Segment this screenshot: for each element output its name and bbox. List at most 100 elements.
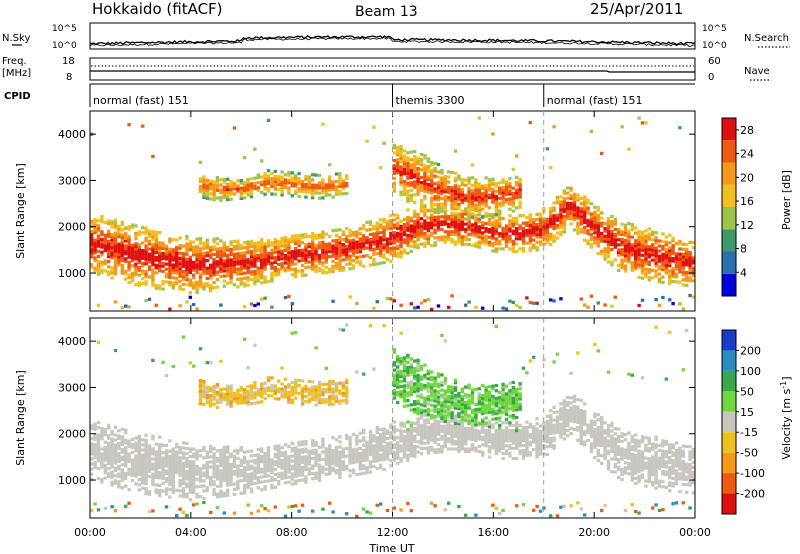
data-cell <box>477 185 481 189</box>
data-cell <box>552 216 556 220</box>
data-cell <box>273 258 277 262</box>
data-cell <box>413 454 417 459</box>
data-cell <box>379 261 383 265</box>
data-cell <box>538 214 543 219</box>
data-cell <box>504 237 509 241</box>
data-cell <box>209 192 213 196</box>
data-cell <box>134 254 138 259</box>
data-cell <box>419 204 424 208</box>
data-cell <box>423 436 427 440</box>
data-cell <box>147 255 152 259</box>
data-cell <box>426 395 430 399</box>
data-cell <box>107 467 111 471</box>
data-cell <box>178 246 182 250</box>
data-cell <box>661 252 665 256</box>
data-cell <box>498 204 502 208</box>
data-cell <box>110 450 114 454</box>
data-cell <box>409 249 413 253</box>
data-cell <box>151 358 155 362</box>
data-cell <box>481 199 485 203</box>
data-cell <box>311 262 315 266</box>
data-cell <box>406 398 410 403</box>
data-cell <box>243 491 247 495</box>
data-cell <box>164 252 169 256</box>
data-cell <box>498 232 502 236</box>
data-cell <box>413 306 417 310</box>
data-cell <box>426 298 430 302</box>
data-cell <box>219 264 223 268</box>
data-cell <box>644 262 648 266</box>
data-cell <box>168 459 172 463</box>
data-cell <box>117 452 121 456</box>
data-cell <box>249 386 254 390</box>
data-cell <box>528 223 532 227</box>
data-cell <box>188 281 192 285</box>
data-cell <box>212 452 216 456</box>
data-cell <box>678 255 682 259</box>
data-cell <box>283 178 288 182</box>
data-cell <box>637 255 641 259</box>
data-cell <box>515 237 519 241</box>
data-cell <box>164 479 169 483</box>
data-cell <box>396 226 400 230</box>
data-cell <box>406 370 410 375</box>
data-cell <box>304 462 308 466</box>
data-cell <box>368 429 373 433</box>
data-cell <box>141 458 145 462</box>
data-cell <box>470 191 475 195</box>
data-cell <box>328 267 332 271</box>
data-cell <box>192 240 196 244</box>
data-cell <box>232 192 237 196</box>
data-cell <box>334 461 339 465</box>
data-cell <box>549 212 553 216</box>
data-cell <box>334 264 339 268</box>
data-cell <box>430 191 434 195</box>
data-cell <box>392 299 396 303</box>
data-cell <box>460 209 464 213</box>
data-cell <box>113 481 118 485</box>
data-cell <box>314 267 318 271</box>
data-cell <box>260 268 264 272</box>
data-cell <box>270 192 274 196</box>
data-cell <box>674 257 679 261</box>
data-cell <box>229 240 233 244</box>
data-cell <box>426 436 430 440</box>
data-cell <box>290 446 294 451</box>
data-cell <box>100 243 104 247</box>
data-cell <box>226 281 230 285</box>
data-cell <box>212 270 216 274</box>
data-cell <box>413 182 417 187</box>
data-cell <box>226 481 230 485</box>
data-cell <box>399 392 403 396</box>
data-cell <box>226 268 230 273</box>
data-cell <box>229 404 233 408</box>
data-cell <box>338 192 342 196</box>
data-cell <box>535 248 539 252</box>
data-cell <box>593 228 597 232</box>
data-cell <box>566 206 570 210</box>
data-cell <box>144 282 148 286</box>
data-cell <box>413 214 417 218</box>
data-cell <box>277 449 281 453</box>
data-cell <box>253 453 257 457</box>
data-cell <box>175 276 179 280</box>
data-cell <box>644 257 648 261</box>
data-cell <box>311 252 315 256</box>
data-cell <box>266 461 271 465</box>
data-cell <box>484 234 488 238</box>
data-cell <box>515 196 519 200</box>
freq-tick-bottom: 8 <box>66 72 72 83</box>
data-cell <box>518 306 522 310</box>
data-cell <box>457 190 461 194</box>
data-cell <box>528 221 532 225</box>
data-cell <box>409 176 413 180</box>
data-cell <box>345 239 349 244</box>
data-cell <box>168 454 172 458</box>
data-cell <box>440 186 444 190</box>
data-cell <box>572 210 577 214</box>
data-cell <box>606 224 611 228</box>
data-cell <box>409 390 413 394</box>
data-cell <box>205 281 209 286</box>
data-cell <box>317 395 322 400</box>
data-cell <box>589 237 594 241</box>
